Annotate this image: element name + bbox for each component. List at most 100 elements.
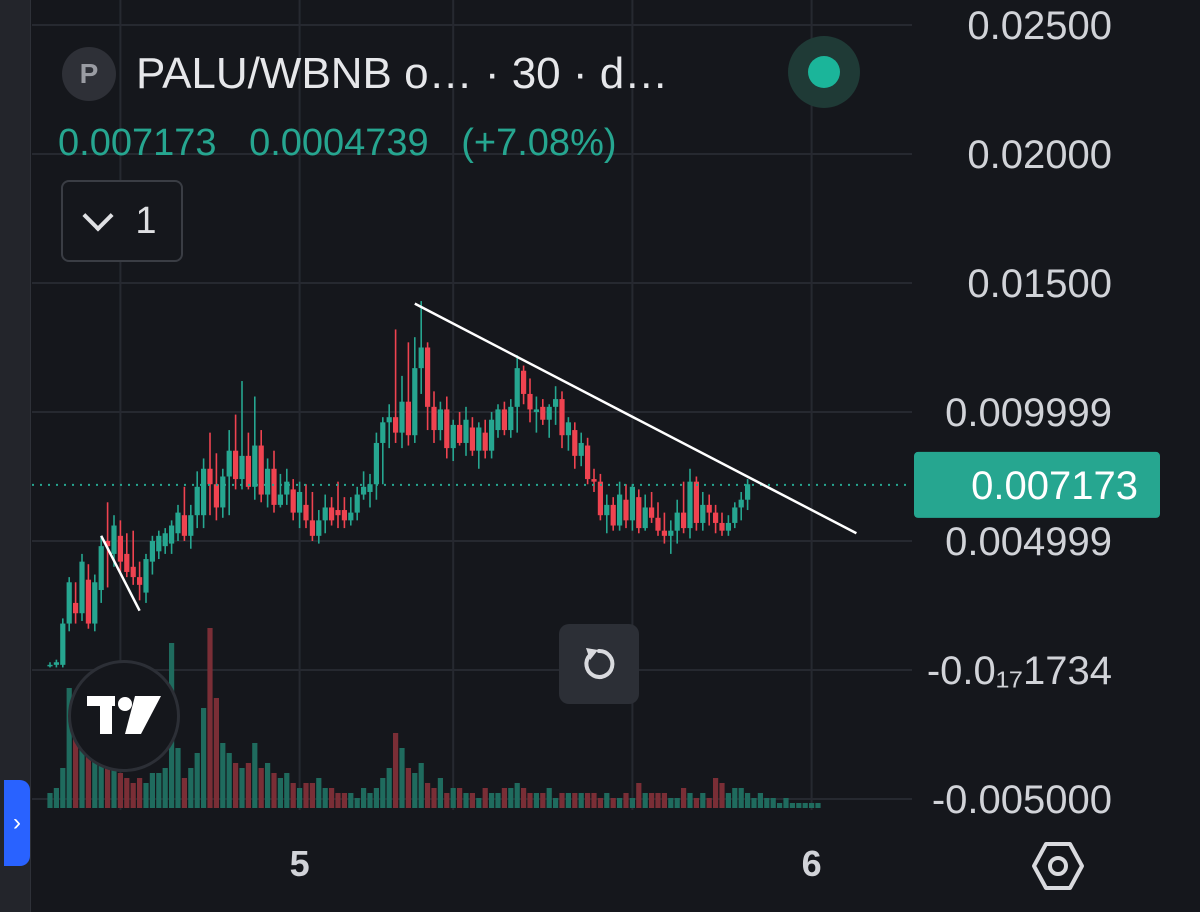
volume-bar [450,788,456,808]
volume-bar [284,773,290,808]
volume-bar [303,783,309,808]
candle-body [73,602,79,614]
symbol-header[interactable]: P PALU/WBNB o… · 30 · d… [62,44,668,104]
candle-body [713,512,719,523]
volume-bar [629,798,635,808]
candle-body [578,442,584,456]
candle-body [501,409,507,431]
candle-body [213,484,219,508]
volume-bar [578,793,584,808]
price-change-row: 0.007173 0.0004739 (+7.08%) [58,122,639,165]
candle-body [85,579,91,624]
volume-bar [661,793,667,808]
candle-body [233,450,239,480]
candle-body [565,422,571,436]
volume-bar [79,713,85,808]
candle-body [495,409,501,431]
volume-bar [335,793,341,808]
volume-bar [162,768,168,808]
price-change-percent: (+7.08%) [461,122,617,164]
candle-body [405,401,411,436]
y-axis-label: 0.009999 [945,391,1112,435]
candle-body [66,582,72,624]
volume-bar [674,798,680,808]
volume-bar [137,778,143,808]
volume-bar [309,783,315,808]
candle-body [508,406,514,431]
candle-body [591,479,597,482]
reset-rotate-icon [584,648,615,679]
volume-bar [802,803,808,808]
candle-body [194,486,200,516]
candle-body [732,507,738,523]
candle-body [457,424,463,443]
symbol-title[interactable]: PALU/WBNB o… · 30 · d… [136,49,669,98]
volume-bar [476,798,482,808]
volume-bar [725,793,731,808]
candle-body [252,445,258,487]
candle-body [725,522,731,531]
collapse-indicators-button[interactable]: 1 [61,180,183,262]
volume-bar [386,768,392,808]
volume-bar [565,793,571,808]
candle-body [425,347,431,407]
volume-bar [533,793,539,808]
status-dot-icon [808,56,840,88]
candle-body [399,401,405,433]
volume-bar [559,793,565,808]
volume-bar [194,753,200,808]
volume-bar [316,778,322,808]
candle-body [361,486,367,495]
candle-body [476,427,482,451]
candle-body [348,512,354,521]
candle-body [572,430,578,456]
candle-body [674,512,680,531]
volume-bar [60,768,66,808]
side-panel-toggle[interactable]: › [4,780,30,866]
tradingview-logo-icon[interactable] [68,660,180,772]
volume-bar [348,793,354,808]
volume-bar [66,688,72,808]
volume-bar [681,788,687,808]
volume-bar [329,788,335,808]
market-status-indicator[interactable] [788,36,860,108]
price-tag-label: 0.007173 [971,464,1138,508]
volume-bar [213,698,219,808]
candle-body [329,507,335,521]
volume-bar [540,793,546,808]
reset-chart-button[interactable] [559,624,639,704]
volume-bar [719,783,725,808]
volume-bar [457,788,463,808]
candle-body [297,491,303,513]
volume-bar [623,793,629,808]
candle-body [706,504,712,513]
candle-body [316,520,322,536]
candle-body [92,582,98,624]
candle-body [642,507,648,529]
volume-bar [361,788,367,808]
candle-body [117,535,123,562]
volume-bar [290,783,296,808]
candle-body [373,442,379,485]
candle-body [681,512,687,529]
y-axis-label: 0.02500 [967,4,1112,48]
volume-bar [437,778,443,808]
volume-bar [188,768,194,808]
candle-body [265,468,271,495]
volume-bar [495,793,501,808]
candle-body [469,427,475,451]
volume-bar [271,773,277,808]
y-axis-label: 0.004999 [945,520,1112,564]
candle-body [380,422,386,443]
x-axis-label: 5 [290,843,310,884]
volume-bar [700,793,706,808]
candle-body [412,368,418,436]
chart-settings-button[interactable] [1030,838,1086,894]
candle-body [585,445,591,480]
x-axis-label: 6 [802,843,822,884]
volume-bar [815,803,821,808]
volume-bar [610,798,616,808]
candle-body [335,510,341,516]
volume-bar [354,798,360,808]
volume-bar [367,793,373,808]
